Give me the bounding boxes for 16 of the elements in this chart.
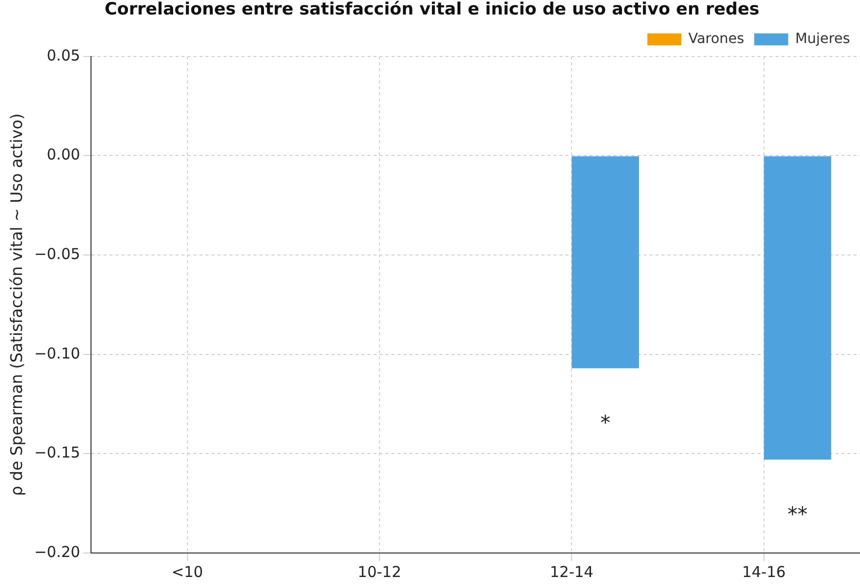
y-tick-label: −0.20 — [34, 542, 80, 561]
annotation: * — [600, 410, 610, 434]
y-tick-label: −0.05 — [34, 244, 80, 263]
y-axis-title: ρ de Spearman (Satisfacción vital ~ Uso activo) — [6, 113, 26, 496]
legend-label: Varones — [688, 31, 744, 48]
y-tick-label: 0.05 — [46, 46, 80, 64]
y-tick-label: −0.10 — [34, 344, 80, 362]
legend-label: Mujeres — [795, 31, 850, 48]
annotation: ** — [788, 502, 808, 526]
y-tick-label: −0.15 — [34, 444, 80, 462]
x-tick-label: 14-16 — [742, 562, 786, 581]
x-tick-label: <10 — [171, 562, 204, 581]
x-tick-label: 10-12 — [358, 562, 402, 581]
x-tick-label: 12-14 — [550, 562, 594, 581]
y-tick-label: 0.00 — [46, 146, 80, 164]
chart-title: Correlaciones entre satisfacción vital e inicio de uso activo en redes — [104, 0, 760, 20]
